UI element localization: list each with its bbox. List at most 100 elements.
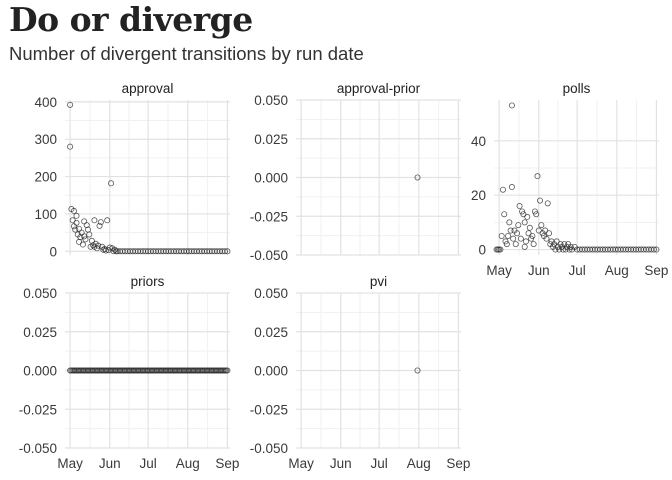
data-point bbox=[497, 246, 504, 253]
x-tick-label: Jun bbox=[330, 456, 352, 471]
data-point bbox=[224, 367, 231, 374]
data-point bbox=[499, 186, 506, 193]
data-point bbox=[88, 237, 95, 244]
x-tick-label: Aug bbox=[176, 456, 200, 471]
data-point bbox=[653, 246, 660, 253]
y-tick-label: -0.025 bbox=[250, 209, 288, 224]
data-point bbox=[81, 218, 88, 225]
data-point bbox=[73, 219, 80, 226]
data-point bbox=[86, 231, 93, 238]
panel-approval: approval 0 100 200 300 400 bbox=[34, 81, 231, 259]
y-tick-label: 0.000 bbox=[254, 364, 288, 379]
data-point bbox=[502, 238, 509, 245]
y-tick-label: 0.025 bbox=[254, 325, 288, 340]
panel-label: polls bbox=[563, 81, 591, 96]
data-point bbox=[510, 235, 517, 242]
y-tick-label: 0 bbox=[478, 243, 486, 258]
y-tick-label: 0.000 bbox=[23, 364, 57, 379]
y-tick-label: 400 bbox=[34, 95, 57, 110]
data-point bbox=[67, 143, 74, 150]
data-point bbox=[567, 243, 574, 250]
x-tick-label: May bbox=[57, 456, 83, 471]
data-point bbox=[508, 102, 515, 109]
x-tick-label: Sep bbox=[644, 263, 668, 278]
x-tick-label: Sep bbox=[446, 456, 470, 471]
data-point bbox=[104, 217, 111, 224]
x-tick-label: May bbox=[288, 456, 314, 471]
x-tick-label: Aug bbox=[605, 263, 629, 278]
data-point bbox=[221, 248, 228, 255]
x-tick-label: Jun bbox=[99, 456, 121, 471]
y-tick-label: 0.050 bbox=[254, 93, 288, 108]
data-point bbox=[67, 101, 74, 108]
data-point bbox=[83, 222, 90, 229]
x-tick-label: Aug bbox=[407, 456, 431, 471]
data-point bbox=[534, 173, 541, 180]
data-point bbox=[537, 197, 544, 204]
y-tick-label: 0.050 bbox=[23, 286, 57, 301]
panel-label: approval-prior bbox=[337, 81, 421, 96]
y-tick-label: 0 bbox=[49, 244, 57, 259]
y-tick-label: -0.050 bbox=[250, 441, 288, 456]
data-point bbox=[82, 236, 89, 243]
y-tick-label: -0.025 bbox=[250, 402, 288, 417]
data-point bbox=[543, 235, 550, 242]
data-point bbox=[498, 232, 505, 239]
data-point bbox=[506, 219, 513, 226]
panel-priors: priors -0.050 -0.025 0.000 0.025 0.050 May Jun J… bbox=[19, 274, 240, 471]
data-point bbox=[538, 222, 545, 229]
data-point bbox=[530, 241, 537, 248]
data-point bbox=[81, 233, 88, 240]
y-tick-label: 40 bbox=[471, 134, 486, 149]
data-point bbox=[76, 238, 83, 245]
chart-title: Do or diverge bbox=[9, 0, 253, 39]
y-tick-label: 0.000 bbox=[254, 171, 288, 186]
panel-pvi: pvi -0.050 -0.025 0.000 0.025 0.050 May Jun Jul A… bbox=[250, 274, 471, 471]
data-point bbox=[514, 230, 521, 237]
data-point bbox=[522, 238, 529, 245]
data-point bbox=[531, 208, 538, 215]
data-point bbox=[414, 174, 421, 181]
y-tick-label: 0.050 bbox=[254, 286, 288, 301]
data-point bbox=[224, 248, 231, 255]
data-point bbox=[102, 247, 109, 254]
y-tick-label: 100 bbox=[34, 207, 57, 222]
data-point bbox=[507, 227, 514, 234]
panel-label: approval bbox=[122, 81, 174, 96]
x-tick-label: Jul bbox=[371, 456, 388, 471]
data-point bbox=[76, 225, 83, 232]
data-point bbox=[96, 222, 103, 229]
data-point bbox=[566, 246, 573, 253]
data-point bbox=[69, 217, 76, 224]
data-point bbox=[503, 241, 510, 248]
data-point bbox=[521, 219, 528, 226]
chart-subtitle: Number of divergent transitions by run d… bbox=[9, 43, 364, 64]
data-point bbox=[533, 211, 540, 218]
x-tick-label: Jul bbox=[140, 456, 157, 471]
y-tick-label: 200 bbox=[34, 170, 57, 185]
y-tick-label: 20 bbox=[471, 188, 486, 203]
data-point bbox=[512, 241, 519, 248]
data-point bbox=[97, 219, 104, 226]
data-point bbox=[524, 213, 531, 220]
panel-polls: polls 0 20 40 May Jun Jul Aug Sep bbox=[471, 81, 668, 278]
data-point bbox=[414, 367, 421, 374]
data-point bbox=[501, 211, 508, 218]
x-tick-label: Jul bbox=[569, 263, 586, 278]
data-point bbox=[544, 200, 551, 207]
y-tick-label: -0.025 bbox=[19, 402, 57, 417]
y-tick-label: -0.050 bbox=[250, 248, 288, 263]
data-point bbox=[546, 230, 553, 237]
data-point bbox=[72, 226, 79, 233]
data-point bbox=[529, 232, 536, 239]
data-point bbox=[505, 232, 512, 239]
panel-label: pvi bbox=[370, 274, 387, 289]
data-point bbox=[517, 235, 524, 242]
data-point bbox=[79, 241, 86, 248]
x-tick-label: Jun bbox=[528, 263, 550, 278]
panel-approval-prior: approval-prior -0.050 -0.025 0.000 0.025 0.05… bbox=[250, 81, 461, 263]
data-point bbox=[650, 246, 657, 253]
panel-label: priors bbox=[131, 274, 165, 289]
data-point bbox=[73, 212, 80, 219]
data-point bbox=[508, 184, 515, 191]
